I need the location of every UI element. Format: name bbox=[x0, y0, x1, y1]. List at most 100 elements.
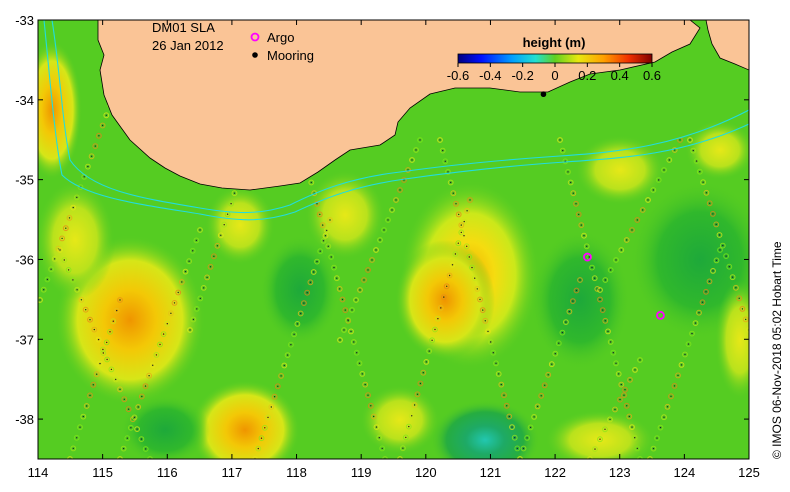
altimeter-sample bbox=[345, 317, 351, 323]
altimeter-sample-dot bbox=[310, 181, 312, 184]
altimeter-sample bbox=[610, 349, 617, 356]
altimeter-sample bbox=[477, 296, 483, 303]
altimeter-sample-dot bbox=[192, 318, 195, 321]
altimeter-sample-dot bbox=[189, 329, 191, 331]
altimeter-sample bbox=[405, 167, 411, 173]
altimeter-sample-dot bbox=[448, 274, 451, 277]
altimeter-sample-dot bbox=[490, 341, 492, 343]
altimeter-sample-dot bbox=[604, 320, 606, 322]
altimeter-sample bbox=[495, 371, 502, 377]
altimeter-sample-dot bbox=[572, 300, 574, 302]
altimeter-sample-dot bbox=[709, 202, 711, 204]
altimeter-sample-dot bbox=[567, 171, 569, 173]
altimeter-sample bbox=[552, 350, 559, 357]
altimeter-sample-dot bbox=[579, 279, 581, 281]
altimeter-sample-dot bbox=[267, 416, 269, 419]
altimeter-sample bbox=[706, 200, 713, 207]
altimeter-sample bbox=[618, 247, 625, 253]
altimeter-sample bbox=[92, 143, 99, 150]
altimeter-sample-dot bbox=[626, 239, 628, 241]
altimeter-sample bbox=[634, 445, 641, 452]
moorings bbox=[540, 91, 547, 98]
altimeter-sample bbox=[503, 402, 510, 409]
altimeter-sample-dot bbox=[586, 245, 588, 247]
altimeter-sample-dot bbox=[76, 437, 78, 439]
altimeter-sample-dot bbox=[476, 288, 478, 290]
altimeter-sample-dot bbox=[731, 276, 734, 278]
altimeter-sample bbox=[356, 360, 363, 367]
altimeter-sample-dot bbox=[692, 149, 694, 152]
altimeter-sample-dot bbox=[370, 405, 372, 407]
altimeter-sample bbox=[284, 352, 291, 359]
altimeter-sample bbox=[559, 329, 566, 336]
altimeter-sample bbox=[637, 456, 643, 459]
altimeter-sample-dot bbox=[533, 416, 535, 418]
altimeter-sample bbox=[442, 158, 449, 165]
altimeter-sample-dot bbox=[126, 437, 128, 439]
altimeter-sample-dot bbox=[680, 364, 683, 366]
altimeter-sample-dot bbox=[715, 259, 718, 262]
altimeter-sample-dot bbox=[434, 328, 436, 331]
altimeter-sample-dot bbox=[416, 393, 419, 395]
altimeter-sample-dot bbox=[96, 373, 98, 375]
altimeter-sample-dot bbox=[330, 256, 332, 258]
altimeter-sample bbox=[100, 346, 106, 353]
altimeter-sample bbox=[618, 381, 625, 388]
altimeter-sample-dot bbox=[663, 416, 665, 418]
altimeter-sample bbox=[583, 243, 590, 250]
altimeter-sample-dot bbox=[460, 231, 462, 234]
altimeter-sample bbox=[461, 218, 468, 225]
altimeter-sample bbox=[464, 207, 471, 214]
altimeter-sample-dot bbox=[133, 416, 136, 419]
altimeter-sample bbox=[555, 340, 562, 347]
altimeter-sample bbox=[739, 306, 746, 312]
altimeter-sample bbox=[333, 275, 340, 282]
altimeter-sample-dot bbox=[353, 341, 355, 343]
altimeter-sample-dot bbox=[689, 139, 691, 141]
altimeter-sample-dot bbox=[658, 179, 660, 181]
altimeter-sample bbox=[67, 456, 73, 459]
altimeter-sample-dot bbox=[344, 309, 346, 311]
altimeter-sample bbox=[369, 257, 375, 263]
altimeter-sample-dot bbox=[170, 312, 172, 314]
altimeter-sample bbox=[622, 386, 628, 393]
altimeter-sample-dot bbox=[701, 301, 704, 303]
altimeter-sample bbox=[621, 392, 627, 399]
altimeter-sample bbox=[463, 243, 470, 250]
altimeter-sample bbox=[341, 327, 347, 333]
altimeter-sample-dot bbox=[559, 139, 561, 141]
altimeter-sample-dot bbox=[599, 438, 601, 440]
altimeter-sample-dot bbox=[551, 363, 553, 365]
altimeter-sample bbox=[307, 279, 314, 286]
altimeter-sample-dot bbox=[209, 266, 212, 268]
altimeter-sample bbox=[409, 157, 415, 163]
argo-float-marker bbox=[583, 252, 592, 262]
sla-field bbox=[38, 40, 749, 459]
altimeter-sample bbox=[432, 326, 438, 333]
colorbar-tick-label: -0.6 bbox=[447, 68, 469, 83]
altimeter-sample bbox=[570, 298, 576, 305]
altimeter-sample-dot bbox=[76, 196, 78, 199]
altimeter-sample bbox=[479, 307, 486, 314]
altimeter-sample bbox=[70, 204, 77, 211]
lon-tick-label: 118 bbox=[286, 465, 307, 480]
altimeter-sample bbox=[97, 360, 103, 367]
altimeter-sample bbox=[696, 309, 702, 316]
altimeter-sample-dot bbox=[112, 320, 115, 322]
altimeter-sample bbox=[108, 366, 115, 373]
altimeter-sample bbox=[657, 424, 664, 431]
altimeter-sample-dot bbox=[87, 165, 89, 168]
altimeter-sample-dot bbox=[687, 343, 690, 345]
altimeter-sample-dot bbox=[381, 447, 383, 450]
altimeter-sample bbox=[112, 376, 119, 383]
altimeter-sample-dot bbox=[300, 312, 302, 315]
altimeter-sample-dot bbox=[199, 297, 201, 300]
colorbar-tick-label: 0.4 bbox=[611, 68, 629, 83]
altimeter-sample bbox=[261, 424, 268, 431]
altimeter-sample-dot bbox=[67, 269, 70, 271]
altimeter-sample bbox=[420, 369, 427, 376]
altimeter-sample bbox=[255, 445, 262, 452]
altimeter-sample bbox=[66, 215, 73, 221]
altimeter-sample bbox=[268, 404, 275, 410]
altimeter-sample-dot bbox=[642, 209, 644, 211]
